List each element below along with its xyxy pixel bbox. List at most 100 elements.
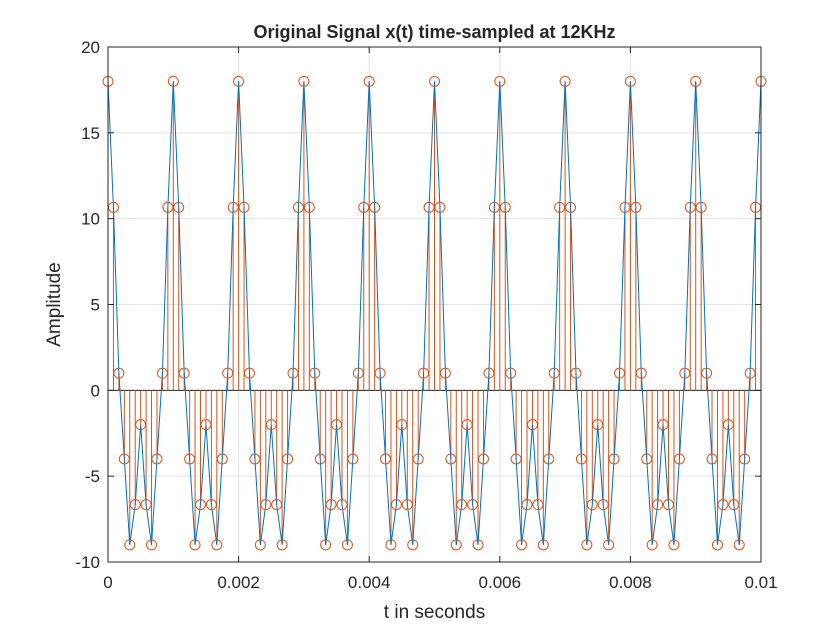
data-point [287, 367, 299, 379]
data-point [537, 539, 549, 551]
data-point [619, 201, 631, 213]
data-point [412, 453, 424, 465]
data-point [603, 539, 615, 551]
data-point [434, 201, 446, 213]
data-point [401, 499, 413, 511]
data-point [543, 453, 555, 465]
data-point [690, 75, 702, 87]
data-point [505, 367, 517, 379]
data-point [113, 367, 125, 379]
data-point [516, 539, 528, 551]
data-point [722, 419, 734, 431]
data-point [532, 499, 544, 511]
y-tick-label: 15 [81, 124, 100, 143]
data-point [265, 419, 277, 431]
x-tick-label: 0.006 [479, 573, 522, 592]
axis-ticks [107, 46, 762, 563]
data-point [222, 367, 234, 379]
data-point [298, 75, 310, 87]
data-point [641, 453, 653, 465]
y-tick-label: -10 [75, 553, 100, 572]
data-point [249, 453, 261, 465]
data-point [439, 367, 451, 379]
data-point [575, 453, 587, 465]
data-point [358, 201, 370, 213]
data-point [254, 539, 266, 551]
x-tick-label: 0.004 [348, 573, 391, 592]
data-point [129, 499, 141, 511]
data-point [456, 499, 468, 511]
data-point [303, 201, 315, 213]
data-point [445, 453, 457, 465]
data-point [559, 75, 571, 87]
data-point [657, 419, 669, 431]
data-point [521, 499, 533, 511]
y-tick-label: 10 [81, 210, 100, 229]
data-point [733, 539, 745, 551]
data-point [238, 201, 250, 213]
data-point [652, 499, 664, 511]
data-point [624, 75, 636, 87]
data-point [276, 539, 288, 551]
stem-markers [102, 75, 767, 551]
data-point [646, 539, 658, 551]
x-tick-labels: 0 0.002 0.004 0.006 0.008 0.01 [103, 573, 777, 592]
data-point [385, 539, 397, 551]
y-tick-label: 0 [91, 381, 100, 400]
data-point [510, 453, 522, 465]
data-point [205, 499, 217, 511]
data-point [156, 367, 168, 379]
data-point [706, 453, 718, 465]
data-point [711, 539, 723, 551]
x-tick-label: 0.002 [217, 573, 260, 592]
data-point [554, 201, 566, 213]
data-point [635, 367, 647, 379]
data-point [717, 499, 729, 511]
data-point [679, 367, 691, 379]
data-point [728, 499, 740, 511]
data-point [374, 367, 386, 379]
data-point [151, 453, 163, 465]
data-point [526, 419, 538, 431]
data-point [429, 75, 440, 87]
data-point [668, 539, 680, 551]
data-point [309, 367, 321, 379]
data-point [341, 539, 353, 551]
x-axis-label: t in seconds [384, 602, 485, 623]
data-point [325, 499, 337, 511]
data-point [461, 419, 473, 431]
y-tick-label: -5 [85, 467, 100, 486]
data-point [548, 367, 560, 379]
data-point [390, 499, 402, 511]
data-point [494, 75, 506, 87]
x-tick-label: 0.01 [744, 573, 777, 592]
data-point [216, 453, 228, 465]
data-point [570, 367, 582, 379]
data-point [488, 201, 500, 213]
data-point [292, 201, 304, 213]
data-point [135, 419, 147, 431]
y-tick-label: 20 [81, 38, 100, 57]
data-point [684, 201, 696, 213]
data-point [124, 539, 136, 551]
data-point [407, 539, 419, 551]
data-point [418, 367, 430, 379]
data-point [581, 539, 593, 551]
data-point [314, 453, 326, 465]
data-point [336, 499, 348, 511]
data-point [597, 499, 609, 511]
data-point [162, 201, 174, 213]
data-point [331, 419, 343, 431]
data-point [243, 367, 255, 379]
data-point [173, 201, 185, 213]
data-point [565, 201, 577, 213]
data-point [140, 499, 152, 511]
data-point [184, 453, 196, 465]
data-point [477, 453, 489, 465]
data-point [227, 201, 239, 213]
data-point [467, 499, 479, 511]
data-point [673, 453, 685, 465]
data-point [614, 367, 626, 379]
data-point [347, 453, 359, 465]
